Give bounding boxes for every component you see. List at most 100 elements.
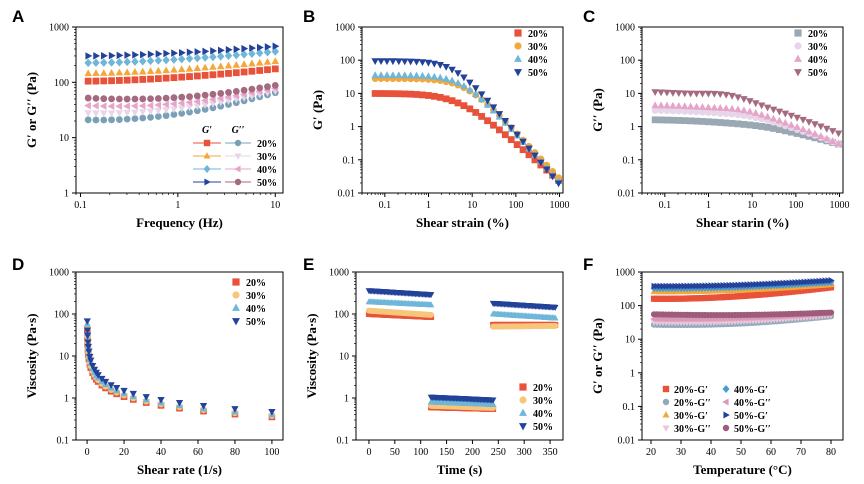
data-point	[430, 60, 439, 68]
data-point	[224, 61, 233, 69]
data-point	[787, 128, 795, 136]
data-point	[92, 116, 100, 124]
y-tick-label: 100	[54, 310, 69, 321]
data-point	[400, 58, 409, 66]
data-point	[548, 173, 557, 181]
data-point	[781, 118, 790, 126]
legend-label: 30%	[533, 396, 553, 407]
data-point	[142, 394, 150, 401]
legend-entry: 20%-G′′	[662, 398, 711, 409]
data-point	[751, 100, 760, 108]
data-point	[477, 95, 486, 103]
data-point	[108, 51, 116, 60]
data-point	[828, 137, 837, 144]
data-point	[817, 132, 825, 140]
data-point	[769, 114, 778, 122]
data-point	[722, 110, 730, 118]
data-point	[256, 43, 264, 52]
legend-entry: 30%-G′′	[662, 424, 711, 435]
data-point	[241, 44, 249, 53]
legend-entry: 40%	[794, 54, 828, 66]
data-point	[256, 67, 264, 74]
data-point	[389, 71, 397, 79]
data-layer	[84, 42, 280, 124]
data-point	[84, 343, 93, 351]
y-tick-label: 10	[625, 335, 635, 346]
data-point	[728, 110, 736, 118]
data-point	[162, 100, 169, 109]
data-point	[489, 104, 498, 112]
legend-label: 50%	[533, 422, 553, 433]
data-point	[501, 117, 510, 125]
data-point	[466, 105, 474, 113]
legend-entry: 50%-G′	[723, 411, 768, 422]
data-point	[490, 121, 497, 129]
data-point	[99, 102, 107, 110]
data-point	[100, 69, 108, 76]
series	[85, 42, 280, 60]
data-point	[698, 90, 707, 98]
data-point	[781, 110, 790, 118]
legend-header: G′	[202, 125, 212, 136]
data-point	[115, 102, 123, 111]
data-point	[693, 117, 700, 125]
data-point	[531, 156, 539, 164]
data-point	[383, 90, 391, 97]
x-tick-label: 40	[706, 447, 716, 458]
legend-label: 40%-G′′	[734, 398, 771, 409]
series	[371, 58, 563, 188]
legend-marker	[203, 165, 211, 173]
data-point	[248, 49, 256, 58]
data-point	[793, 114, 801, 122]
data-point	[763, 112, 772, 120]
data-point	[123, 95, 131, 103]
data-point	[657, 116, 665, 124]
data-point	[268, 409, 276, 416]
data-point	[507, 136, 515, 144]
data-point	[675, 107, 683, 115]
data-point	[751, 109, 760, 116]
data-point	[147, 75, 154, 83]
data-point	[734, 105, 742, 113]
data-layer	[371, 58, 563, 188]
data-point	[178, 73, 186, 81]
data-point	[107, 58, 116, 67]
series	[84, 47, 280, 68]
data-point	[162, 66, 170, 74]
data-point	[775, 116, 784, 124]
data-point	[107, 110, 116, 118]
legend-marker	[234, 153, 242, 160]
x-tick-label: 50	[390, 447, 400, 458]
data-point	[154, 107, 163, 115]
legend-label: 40%	[257, 165, 277, 176]
legend-entry: 50%	[232, 317, 266, 328]
data-point	[185, 54, 194, 63]
data-point	[115, 110, 124, 117]
legend-marker	[514, 54, 522, 62]
data-point	[740, 106, 748, 114]
data-point	[100, 77, 108, 85]
y-tick-label: 1	[350, 122, 355, 133]
data-point	[210, 47, 217, 55]
legend: 20% 30% 40% 50%	[794, 29, 828, 79]
legend-entry: 40%	[193, 165, 277, 176]
data-point	[216, 62, 225, 70]
data-point	[154, 66, 163, 74]
data-point	[100, 116, 108, 124]
data-point	[811, 129, 819, 137]
data-point	[466, 85, 474, 93]
y-tick-label: 1000	[615, 23, 635, 34]
data-point	[371, 71, 379, 79]
data-point	[519, 138, 527, 146]
data-point	[692, 102, 701, 110]
x-tick-label: 0.1	[659, 200, 672, 211]
y-tick-label: 100	[340, 56, 355, 67]
series	[650, 284, 835, 302]
data-point	[84, 94, 92, 102]
data-point	[100, 110, 108, 118]
series	[651, 277, 835, 290]
legend-marker	[722, 385, 730, 393]
legend-entry: 50%	[519, 422, 553, 433]
data-point	[124, 51, 132, 59]
legend-marker	[662, 385, 670, 393]
